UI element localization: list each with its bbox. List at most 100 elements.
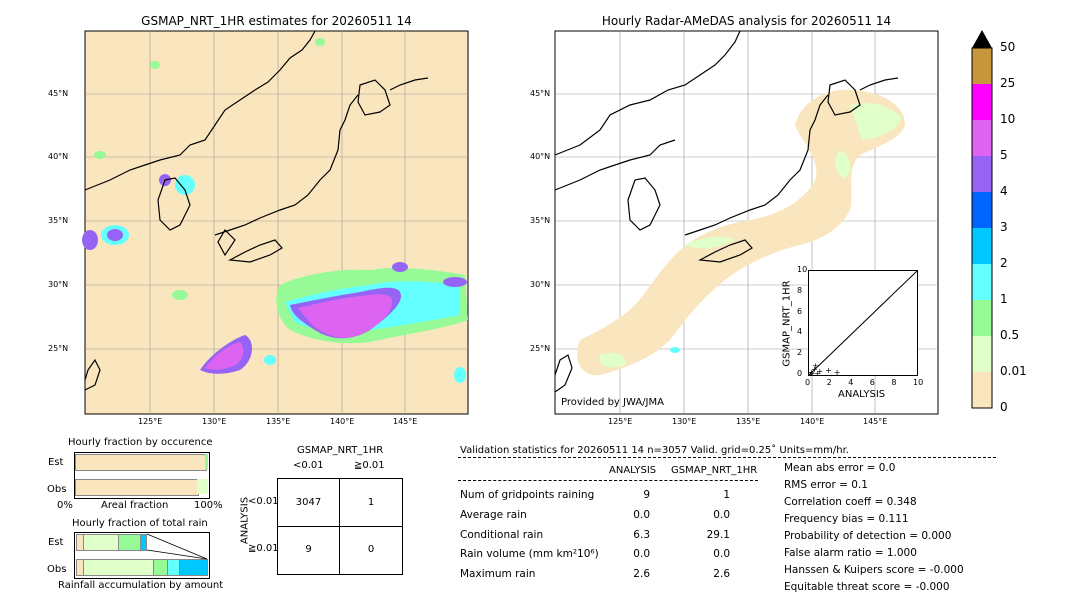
stats-row-gsmap: 1 bbox=[723, 489, 730, 501]
stats-score: Correlation coeff = 0.348 bbox=[784, 496, 917, 508]
occurence-est-bar bbox=[75, 454, 207, 471]
right-lat-tick: 30°N bbox=[530, 280, 551, 289]
right-lat-tick: 45°N bbox=[530, 89, 551, 98]
scatter-y-tick: 2 bbox=[797, 348, 803, 358]
colorbar-label: 50 bbox=[1000, 40, 1016, 54]
contingency-table: 3047 1 9 0 bbox=[277, 478, 403, 575]
scatter-plot: + + + + + + + + + bbox=[808, 270, 918, 376]
stats-row-label: Average rain bbox=[460, 509, 527, 521]
right-map-coast bbox=[554, 30, 899, 393]
contingency-cell: 0 bbox=[367, 544, 375, 555]
colorbar-segment bbox=[972, 300, 992, 336]
total-rain-obs-label: Obs bbox=[47, 564, 67, 575]
stats-score: Frequency bias = 0.111 bbox=[784, 513, 909, 525]
contingency-title: GSMAP_NRT_1HR bbox=[297, 445, 384, 456]
scatter-x-tick: 10 bbox=[913, 378, 924, 387]
stats-divider bbox=[458, 480, 758, 481]
scatter-xlabel: ANALYSIS bbox=[838, 389, 886, 400]
right-lat-tick: 40°N bbox=[530, 152, 551, 161]
occurence-x-mid: Areal fraction bbox=[101, 500, 169, 511]
colorbar-label: 2 bbox=[1000, 256, 1008, 270]
colorbar-segment bbox=[972, 120, 992, 156]
stats-col-gsmap: GSMAP_NRT_1HR bbox=[671, 465, 758, 476]
left-lon-tick: 130°E bbox=[202, 417, 227, 426]
colorbar-label: 25 bbox=[1000, 76, 1016, 90]
left-map-coast bbox=[84, 30, 429, 391]
contingency-row-header: ≧0.01 bbox=[248, 543, 279, 554]
stats-score: RMS error = 0.1 bbox=[784, 479, 868, 491]
left-map bbox=[82, 30, 469, 415]
stats-score: Probability of detection = 0.000 bbox=[784, 530, 952, 542]
scatter-x-tick: 2 bbox=[826, 378, 832, 387]
occurence-title: Hourly fraction by occurence bbox=[68, 437, 213, 448]
stats-row-analysis: 6.3 bbox=[633, 529, 650, 541]
left-lon-tick: 135°E bbox=[266, 417, 291, 426]
stats-row-label: Conditional rain bbox=[460, 529, 544, 541]
stats-row-gsmap: 0.0 bbox=[713, 548, 730, 560]
scatter-x-tick: 0 bbox=[805, 378, 811, 387]
scatter-y-tick: 10 bbox=[797, 265, 808, 274]
contingency-col-header: <0.01 bbox=[293, 460, 324, 471]
colorbar-segment bbox=[972, 84, 992, 120]
total-rain-title: Hourly fraction of total rain bbox=[72, 518, 208, 529]
left-lat-tick: 30°N bbox=[48, 280, 69, 289]
stats-row-label: Num of gridpoints raining bbox=[460, 489, 595, 501]
stats-row-gsmap: 29.1 bbox=[706, 529, 730, 541]
scatter-point: + bbox=[825, 366, 832, 375]
colorbar-label: 10 bbox=[1000, 112, 1016, 126]
total-rain-obs-seg bbox=[179, 559, 208, 576]
scatter-x-tick: 8 bbox=[891, 378, 897, 387]
occurence-x-left: 0% bbox=[57, 500, 73, 511]
left-lon-tick: 125°E bbox=[138, 417, 163, 426]
colorbar-label: 5 bbox=[1000, 148, 1008, 162]
contingency-cell: 9 bbox=[305, 544, 312, 555]
scatter-x-tick: 4 bbox=[848, 378, 854, 387]
right-lon-tick: 130°E bbox=[672, 417, 697, 426]
stats-row-gsmap: 0.0 bbox=[713, 509, 730, 521]
scatter-point: + bbox=[814, 369, 821, 375]
colorbar-label: 0 bbox=[1000, 400, 1008, 414]
colorbar-segment bbox=[972, 48, 992, 84]
occurence-obs-label: Obs bbox=[47, 484, 67, 495]
scatter-point: + bbox=[816, 367, 823, 375]
colorbar-segment bbox=[972, 156, 992, 192]
left-map-grid bbox=[85, 31, 468, 414]
stats-score: Mean abs error = 0.0 bbox=[784, 462, 896, 474]
right-lat-tick: 25°N bbox=[530, 344, 551, 353]
occurence-est-rain bbox=[205, 454, 208, 469]
stats-header: Validation statistics for 20260511 14 n=… bbox=[460, 445, 849, 456]
left-map-rain bbox=[82, 38, 468, 383]
colorbar-label: 1 bbox=[1000, 292, 1008, 306]
colorbar-segment bbox=[972, 372, 992, 408]
right-lon-tick: 125°E bbox=[608, 417, 633, 426]
occurence-x-right: 100% bbox=[194, 500, 223, 511]
scatter-point: + bbox=[812, 362, 819, 371]
scatter-point: + bbox=[811, 365, 818, 374]
stats-score: False alarm ratio = 1.000 bbox=[784, 547, 917, 559]
scatter-y-tick: 0 bbox=[797, 369, 803, 378]
left-map-title: GSMAP_NRT_1HR estimates for 20260511 14 bbox=[141, 14, 412, 28]
scatter-diagonal bbox=[809, 271, 917, 375]
left-lat-tick: 25°N bbox=[48, 344, 69, 353]
right-lon-tick: 135°E bbox=[736, 417, 761, 426]
stats-row-label: Maximum rain bbox=[460, 568, 536, 580]
scatter-point: + bbox=[809, 368, 815, 375]
contingency-cell: 3047 bbox=[295, 497, 322, 508]
total-rain-est-seg bbox=[140, 534, 147, 551]
total-rain-est-label: Est bbox=[48, 537, 64, 548]
scatter-point: + bbox=[834, 368, 841, 375]
occurence-chart bbox=[74, 452, 210, 499]
colorbar-label: 0.01 bbox=[1000, 364, 1027, 378]
occurence-obs-bar bbox=[75, 479, 199, 496]
scatter-y-tick: 4 bbox=[797, 327, 803, 337]
stats-row-analysis: 0.0 bbox=[633, 548, 650, 560]
stats-score: Equitable threat score = -0.000 bbox=[784, 581, 950, 593]
stats-divider bbox=[458, 457, 996, 458]
scatter-x-tick: 6 bbox=[869, 378, 875, 387]
colorbar-label: 3 bbox=[1000, 220, 1008, 234]
stats-row-analysis: 0.0 bbox=[633, 509, 650, 521]
left-lat-tick: 45°N bbox=[48, 89, 69, 98]
stats-row-label: Rain volume (mm km²10⁶) bbox=[460, 548, 599, 560]
stats-score: Hanssen & Kuipers score = -0.000 bbox=[784, 564, 964, 576]
left-lon-tick: 145°E bbox=[393, 417, 418, 426]
